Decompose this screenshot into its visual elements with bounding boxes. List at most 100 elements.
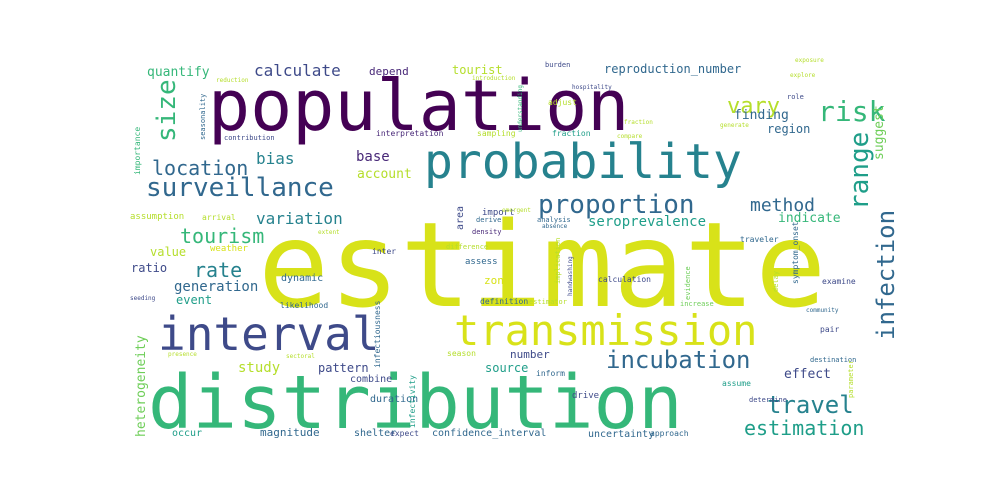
word-zone: zone: [484, 274, 511, 287]
word-extent: extent: [318, 229, 340, 236]
word-number: number: [510, 348, 550, 361]
word-sectoral: sectoral: [286, 353, 315, 360]
word-pattern: pattern: [318, 361, 369, 375]
word-symptom-onset: symptom_onset: [791, 221, 800, 284]
word-season: season: [447, 349, 476, 358]
word-derive: derive: [476, 216, 501, 224]
word-depend: depend: [369, 65, 409, 78]
word-finding: finding: [734, 108, 789, 123]
word-likelihood: likelihood: [280, 301, 328, 310]
word-presence: presence: [168, 351, 197, 358]
word-size: size: [152, 79, 182, 142]
word-population: population: [208, 65, 629, 147]
word-importance: importance: [133, 127, 142, 175]
word-delay: delay: [772, 271, 780, 292]
word-assess: assess: [465, 257, 498, 267]
word-sampling: sampling: [477, 129, 516, 138]
word-analysis: analysis: [537, 216, 571, 224]
word-generation: generation: [174, 279, 258, 295]
word-fraction: fraction: [552, 129, 591, 138]
word-interval: interval: [158, 307, 380, 361]
word-surveillance: surveillance: [146, 173, 334, 203]
word-distribution: distribution: [148, 360, 683, 446]
word-contribution: contribution: [224, 134, 275, 142]
word-region: region: [767, 122, 810, 136]
word-drive: drive: [572, 391, 599, 401]
word-emergent: emergent: [502, 207, 531, 214]
word-hospitality: hospitality: [572, 84, 612, 91]
word-proportion: proportion: [538, 190, 695, 220]
word-understanding: understanding: [517, 85, 524, 132]
word-seeding: seeding: [130, 295, 156, 302]
word-uncertainty: uncertainty: [588, 429, 654, 440]
word-ratio: ratio: [131, 261, 167, 275]
word-adjust: adjust: [548, 98, 577, 107]
word-infectiousness: infectiousness: [373, 300, 382, 368]
word-role: role: [787, 93, 804, 101]
word-bias: bias: [256, 149, 295, 168]
word-parameter: parameter: [847, 360, 855, 398]
word-shelter: shelter: [354, 428, 396, 439]
word-range: range: [845, 132, 875, 210]
word-exposure: exposure: [795, 57, 824, 64]
word-increase: increase: [680, 300, 714, 308]
word-heterogeneity: heterogeneity: [134, 335, 149, 437]
word-suggest: suggest: [872, 105, 887, 160]
word-explore: explore: [790, 72, 816, 79]
word-study: study: [238, 360, 280, 376]
word-duration: duration: [370, 394, 418, 405]
word-evidence: evidence: [684, 266, 692, 300]
word-examine: examine: [822, 277, 856, 286]
word-burden: burden: [545, 61, 570, 69]
word-interpretation: interpretation: [376, 129, 444, 138]
word-absence: absence: [542, 223, 568, 230]
word-infectivity: infectivity: [408, 375, 417, 428]
word-combine: combine: [350, 374, 392, 385]
word-destination: destination: [810, 356, 856, 364]
word-expect: expect: [390, 429, 419, 438]
word-assumption: assumption: [130, 212, 184, 222]
word-import: import: [482, 208, 515, 218]
word-calculate: calculate: [254, 61, 341, 80]
word-probability: probability: [424, 134, 742, 190]
word-indicate: indicate: [778, 211, 841, 226]
word-handwashing: handwashing: [567, 256, 574, 296]
word-estimator: estimator: [529, 298, 567, 306]
word-estimate: estimate: [258, 196, 826, 334]
word-inform: inform: [536, 369, 565, 378]
word-transmission: transmission: [454, 306, 757, 355]
word-definition: definition: [480, 297, 528, 306]
word-account: account: [357, 167, 412, 182]
word-introduction: introduction: [472, 75, 516, 82]
word-event: event: [176, 293, 212, 307]
word-occur: occur: [172, 428, 202, 439]
word-reduction: reduction: [216, 77, 249, 84]
word-method: method: [750, 195, 815, 216]
word-weather: weather: [210, 244, 249, 254]
word-travel: travel: [767, 391, 854, 419]
word-incubation: incubation: [606, 346, 751, 374]
word-compare: compare: [617, 133, 643, 140]
word-fraction-small: fraction: [624, 119, 653, 126]
word-pair: pair: [820, 325, 839, 334]
word-traveler: traveler: [740, 235, 779, 244]
word-estimation: estimation: [744, 416, 864, 440]
word-risk: risk: [818, 95, 886, 128]
word-tourism: tourism: [180, 224, 264, 248]
word-rate: rate: [194, 258, 242, 282]
word-location: location: [152, 156, 248, 180]
word-source: source: [485, 361, 528, 375]
word-infection: infection: [872, 210, 900, 340]
word-community: community: [806, 307, 839, 314]
word-implication: implication: [554, 238, 562, 284]
word-inter: inter: [372, 247, 396, 256]
word-assume: assume: [722, 379, 751, 388]
word-effect: effect: [784, 367, 831, 382]
word-calculation: calculation: [598, 275, 651, 284]
word-value: value: [150, 245, 186, 259]
word-tourist: tourist: [452, 63, 503, 77]
word-area: area: [455, 206, 466, 230]
word-quantify: quantify: [147, 65, 210, 80]
word-density: density: [472, 228, 502, 236]
